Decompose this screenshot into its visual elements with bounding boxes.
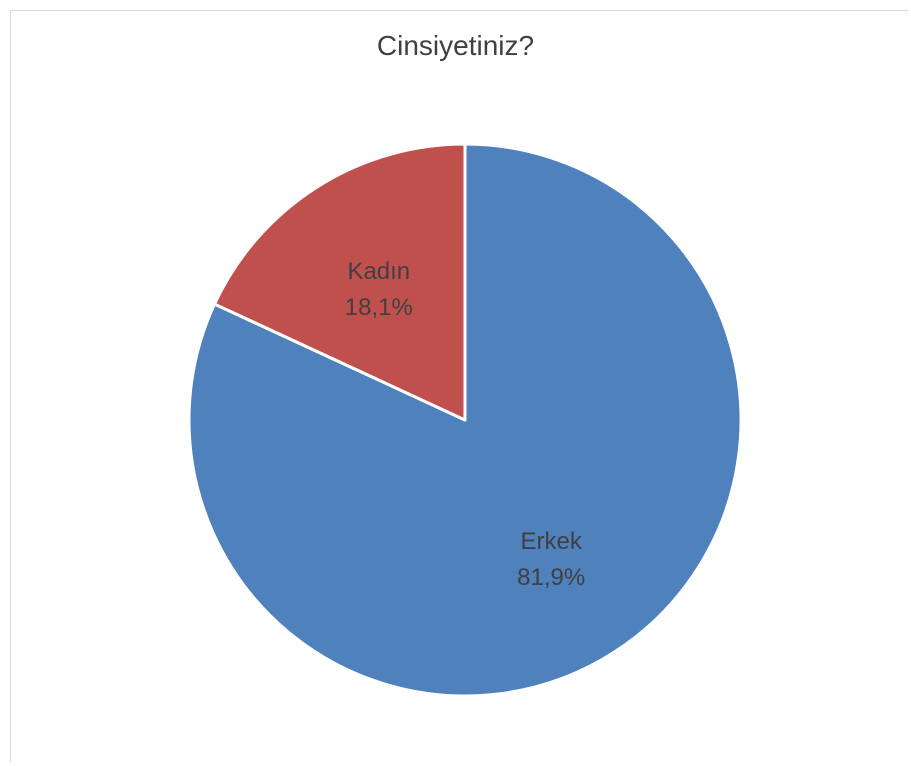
slice-category-label: Erkek bbox=[521, 528, 583, 555]
slice-value-label: 81,9% bbox=[517, 564, 585, 591]
slice-value-label: 18,1% bbox=[345, 294, 413, 321]
pie-slice-kadın bbox=[213, 142, 467, 422]
chart-title: Cinsiyetiniz? bbox=[376, 30, 535, 61]
slice-category-label: Kadın bbox=[347, 258, 410, 285]
